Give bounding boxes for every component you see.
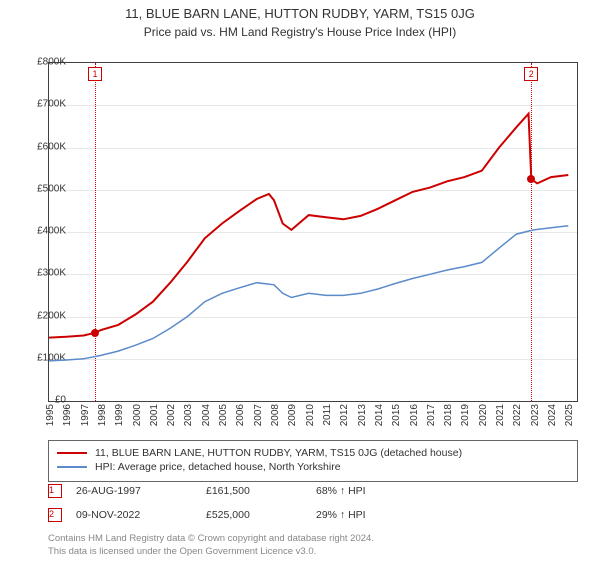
footer: Contains HM Land Registry data © Crown c… bbox=[48, 533, 578, 558]
x-axis-label: 2013 bbox=[357, 404, 368, 426]
x-axis-label: 2008 bbox=[270, 404, 281, 426]
x-axis-label: 2019 bbox=[460, 404, 471, 426]
sale-diff: 29% ↑ HPI bbox=[316, 509, 426, 521]
footer-line-2: This data is licensed under the Open Gov… bbox=[48, 546, 578, 558]
chart-plot-area: 12 bbox=[48, 62, 578, 402]
x-axis-label: 2022 bbox=[512, 404, 523, 426]
sale-dot-1 bbox=[91, 329, 99, 337]
sale-marker-box-2: 2 bbox=[524, 67, 538, 81]
x-axis-label: 1996 bbox=[62, 404, 73, 426]
x-axis-label: 2003 bbox=[183, 404, 194, 426]
x-axis-label: 2025 bbox=[564, 404, 575, 426]
x-axis-label: 2002 bbox=[166, 404, 177, 426]
x-axis-label: 1999 bbox=[114, 404, 125, 426]
legend-label: 11, BLUE BARN LANE, HUTTON RUDBY, YARM, … bbox=[95, 447, 462, 459]
x-axis-label: 2012 bbox=[339, 404, 350, 426]
x-axis-label: 2014 bbox=[374, 404, 385, 426]
x-axis-label: 1997 bbox=[80, 404, 91, 426]
x-axis-label: 1995 bbox=[45, 404, 56, 426]
sale-date: 09-NOV-2022 bbox=[76, 509, 206, 521]
series-hpi bbox=[49, 226, 568, 361]
sale-price: £525,000 bbox=[206, 509, 316, 521]
chart-subtitle: Price paid vs. HM Land Registry's House … bbox=[0, 25, 600, 39]
legend-row-property: 11, BLUE BARN LANE, HUTTON RUDBY, YARM, … bbox=[57, 447, 569, 459]
sale-row-2: 2 09-NOV-2022 £525,000 29% ↑ HPI bbox=[48, 508, 578, 522]
sale-diff: 68% ↑ HPI bbox=[316, 485, 426, 497]
legend-swatch bbox=[57, 452, 87, 454]
x-axis-label: 2015 bbox=[391, 404, 402, 426]
root: 11, BLUE BARN LANE, HUTTON RUDBY, YARM, … bbox=[0, 6, 600, 566]
sale-row-1: 1 26-AUG-1997 £161,500 68% ↑ HPI bbox=[48, 484, 578, 498]
x-axis-label: 2016 bbox=[409, 404, 420, 426]
legend-label: HPI: Average price, detached house, Nort… bbox=[95, 461, 341, 473]
legend-row-hpi: HPI: Average price, detached house, Nort… bbox=[57, 461, 569, 473]
legend: 11, BLUE BARN LANE, HUTTON RUDBY, YARM, … bbox=[48, 440, 578, 482]
x-axis-label: 2023 bbox=[530, 404, 541, 426]
chart-title: 11, BLUE BARN LANE, HUTTON RUDBY, YARM, … bbox=[0, 6, 600, 21]
footer-line-1: Contains HM Land Registry data © Crown c… bbox=[48, 533, 578, 545]
x-axis-label: 2006 bbox=[235, 404, 246, 426]
x-axis-label: 2017 bbox=[426, 404, 437, 426]
legend-swatch bbox=[57, 466, 87, 468]
sale-marker-1: 1 bbox=[48, 484, 62, 498]
sale-marker-box-1: 1 bbox=[88, 67, 102, 81]
sale-price: £161,500 bbox=[206, 485, 316, 497]
sale-date: 26-AUG-1997 bbox=[76, 485, 206, 497]
x-axis-label: 2018 bbox=[443, 404, 454, 426]
sale-marker-2: 2 bbox=[48, 508, 62, 522]
x-axis-label: 2020 bbox=[478, 404, 489, 426]
x-axis-label: 2009 bbox=[287, 404, 298, 426]
x-axis-label: 2010 bbox=[305, 404, 316, 426]
series-property bbox=[49, 114, 568, 338]
chart-lines bbox=[49, 63, 577, 401]
x-axis-label: 1998 bbox=[97, 404, 108, 426]
x-axis-label: 2021 bbox=[495, 404, 506, 426]
sale-dot-2 bbox=[527, 175, 535, 183]
x-axis-label: 2011 bbox=[322, 404, 333, 426]
x-axis-label: 2007 bbox=[253, 404, 264, 426]
x-axis-label: 2005 bbox=[218, 404, 229, 426]
x-axis-label: 2000 bbox=[132, 404, 143, 426]
x-axis-label: 2004 bbox=[201, 404, 212, 426]
x-axis-label: 2001 bbox=[149, 404, 160, 426]
x-axis-label: 2024 bbox=[547, 404, 558, 426]
